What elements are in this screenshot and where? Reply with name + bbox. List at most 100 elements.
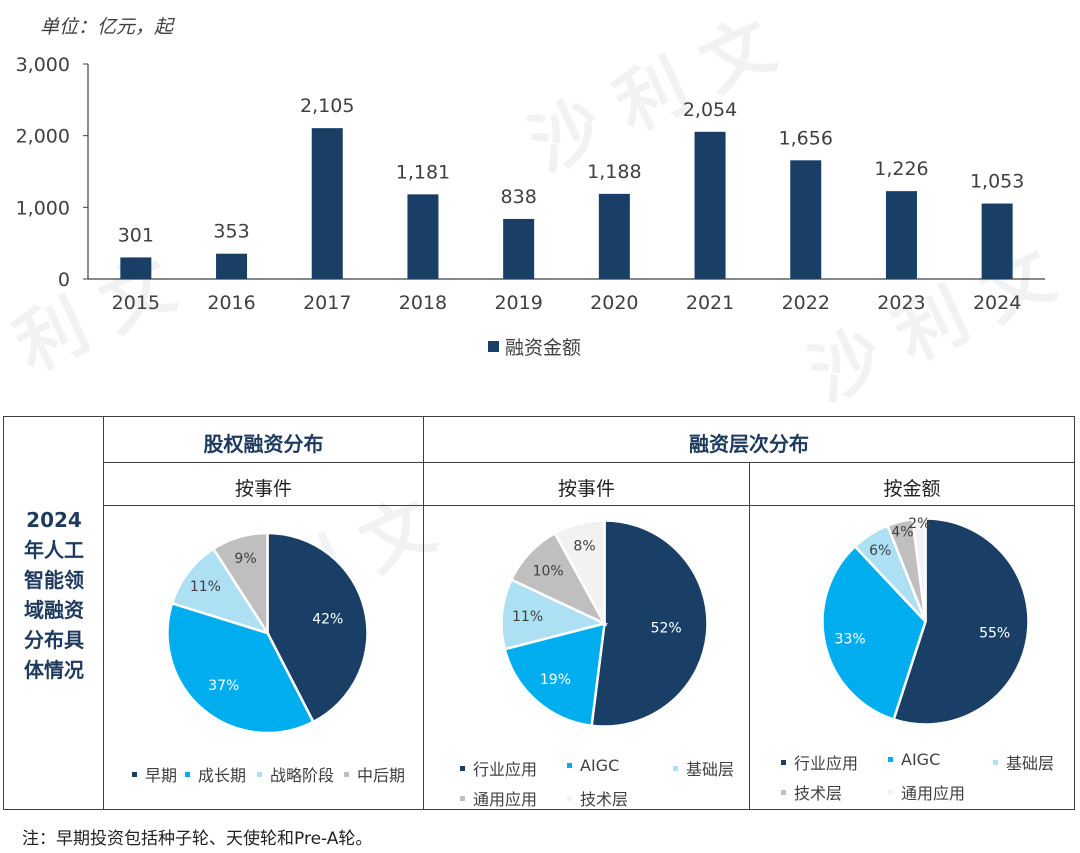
bar-legend: 融资金额 — [488, 333, 581, 360]
pie-value-label: 52% — [651, 620, 682, 636]
legend-label: AIGC — [580, 756, 620, 775]
legend-item: 技术层 — [567, 786, 628, 810]
side-label-line: 域融资 — [24, 598, 84, 622]
pie-value-label: 42% — [312, 611, 343, 627]
x-tick-label: 2018 — [399, 292, 447, 314]
side-label-line: 体情况 — [24, 658, 84, 682]
bar — [120, 257, 152, 279]
bar — [311, 128, 343, 279]
legend-label: 基础层 — [686, 760, 735, 779]
bar — [598, 193, 630, 279]
pie-value-label: 10% — [533, 564, 564, 580]
legend-marker — [888, 789, 893, 795]
legend-item: 中后期 — [344, 762, 405, 786]
side-label-line: 年人工 — [24, 538, 84, 562]
bar — [885, 191, 917, 279]
header-layer-distribution: 融资层次分布 — [689, 432, 809, 456]
bar-chart: 0 1,000 2,000 3,000 301 2015 353 2016 2,105 2017 1… — [16, 54, 1045, 314]
header-equity-distribution: 股权融资分布 — [203, 432, 324, 456]
table-divider — [103, 505, 1074, 506]
side-label-line: 2024 — [26, 508, 82, 532]
legend-marker — [460, 765, 465, 771]
bar-value-label: 301 — [118, 224, 154, 246]
legend-item: AIGC — [888, 750, 940, 769]
x-tick-label: 2017 — [303, 292, 351, 314]
bar — [407, 194, 439, 279]
pie-slice — [211, 531, 269, 638]
legend-item: 通用应用 — [888, 780, 965, 804]
legend-label: AIGC — [901, 750, 941, 769]
pie-slice — [266, 531, 369, 724]
legend-item: 行业应用 — [460, 756, 537, 780]
unit-label: 单位：亿元，起 — [40, 16, 174, 38]
pie-value-label: 9% — [234, 551, 256, 567]
legend-label: 行业应用 — [473, 760, 538, 779]
x-tick-label: 2019 — [494, 292, 542, 314]
x-tick-label: 2020 — [590, 292, 638, 314]
bar — [216, 253, 248, 279]
table-divider — [423, 417, 424, 809]
legend-marker — [781, 789, 786, 795]
legend-label: 成长期 — [198, 766, 247, 785]
bar-value-label: 1,053 — [970, 171, 1024, 193]
pie-slice — [500, 577, 609, 651]
pie-slice — [503, 621, 606, 728]
bar-value-label: 2,054 — [683, 99, 737, 121]
y-tick-label: 1,000 — [16, 197, 70, 219]
legend-label: 行业应用 — [794, 754, 859, 773]
x-tick-label: 2022 — [782, 292, 830, 314]
bar-value-label: 1,226 — [874, 158, 928, 180]
y-tick-label: 0 — [58, 269, 70, 291]
pie-value-label: 33% — [835, 631, 866, 647]
legend-item: 成长期 — [185, 762, 246, 786]
legend-marker — [567, 763, 572, 768]
bar — [790, 160, 822, 279]
subheader-by-amount: 按金额 — [883, 478, 941, 500]
legend-item: 战略阶段 — [257, 762, 334, 786]
x-tick-label: 2021 — [686, 292, 734, 314]
legend-marker — [132, 771, 137, 777]
pie-value-label: 11% — [512, 609, 543, 625]
x-tick-label: 2015 — [112, 292, 160, 314]
pie-value-label: 4% — [891, 525, 913, 541]
bar-value-label: 353 — [213, 221, 249, 243]
y-tick-label: 3,000 — [16, 54, 70, 76]
bar — [981, 203, 1013, 279]
table-divider — [103, 417, 104, 809]
legend-marker — [673, 765, 678, 771]
pie-slice — [166, 601, 316, 735]
x-tick-label: 2016 — [207, 292, 255, 314]
bar — [503, 218, 535, 279]
distribution-table: 股权融资分布 融资层次分布 按事件 按事件 按金额 2024 年人工 智能领 域… — [3, 416, 1075, 810]
legend-item: 技术层 — [781, 780, 842, 804]
legend-item: 基础层 — [673, 756, 734, 780]
legend-item: 基础层 — [993, 750, 1054, 774]
pie-slice — [553, 519, 606, 625]
pie-slice — [590, 519, 709, 728]
legend-marker — [460, 795, 465, 801]
legend-label: 通用应用 — [473, 790, 538, 809]
legend-label: 战略阶段 — [270, 766, 335, 785]
y-tick-label: 2,000 — [16, 126, 70, 148]
legend-label: 基础层 — [1006, 754, 1055, 773]
side-label-line: 智能领 — [24, 568, 84, 592]
pie-slice — [911, 517, 927, 622]
bar-value-label: 1,656 — [779, 127, 833, 149]
pie-chart-layer-by-amount: 55% 33% 6%4%2% — [821, 516, 1030, 726]
legend-item: 早期 — [132, 762, 177, 786]
legend-item: 行业应用 — [781, 750, 858, 774]
subheader-by-event-left: 按事件 — [234, 478, 292, 500]
legend-label: 融资金额 — [505, 337, 582, 359]
bar — [694, 131, 726, 279]
pie-value-label: 19% — [540, 672, 571, 688]
pie-value-label: 6% — [869, 543, 891, 559]
legend-marker — [993, 759, 998, 765]
legend-marker — [781, 759, 786, 765]
bar-value-label: 838 — [501, 186, 537, 208]
legend-swatch — [488, 341, 499, 352]
legend-marker — [567, 795, 572, 801]
pie-slice — [821, 544, 927, 722]
bar-value-label: 1,188 — [587, 161, 641, 183]
subheader-by-event-mid: 按事件 — [557, 478, 615, 500]
pie-value-label: 55% — [979, 625, 1010, 641]
